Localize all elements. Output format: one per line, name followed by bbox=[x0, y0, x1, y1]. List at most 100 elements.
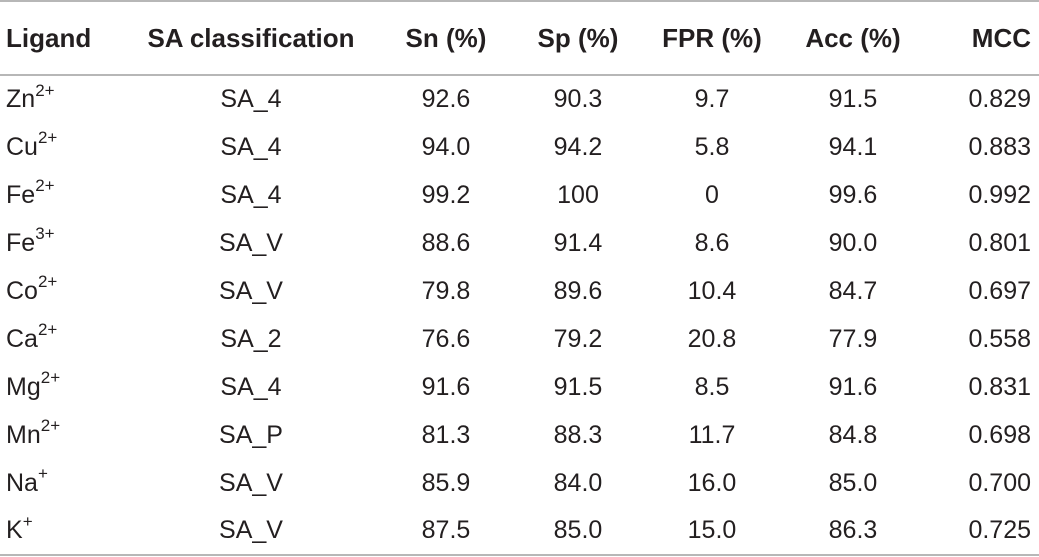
ligand-symbol: Cu bbox=[6, 132, 38, 161]
header-acc: Acc (%) bbox=[805, 22, 901, 53]
header-sp: Sp (%) bbox=[537, 22, 619, 53]
sa-cell: SA_V bbox=[219, 468, 283, 497]
header-fpr: FPR (%) bbox=[662, 22, 762, 53]
ligand-charge: + bbox=[22, 511, 33, 531]
table-row: Cu2+ SA_4 94.0 94.2 5.8 94.1 0.883 bbox=[0, 123, 1039, 171]
fpr-cell: 0 bbox=[705, 180, 719, 209]
fpr-cell: 16.0 bbox=[687, 468, 737, 497]
sp-cell: 88.3 bbox=[553, 420, 603, 449]
sa-cell: SA_P bbox=[219, 420, 283, 449]
ligand-symbol: Mg bbox=[6, 372, 41, 401]
sn-cell: 94.0 bbox=[421, 132, 471, 161]
ligand-cell: Co2+ bbox=[0, 267, 120, 315]
ligand-charge: 2+ bbox=[40, 416, 61, 436]
fpr-cell: 15.0 bbox=[687, 516, 737, 544]
table-row: Mn2+ SA_P 81.3 88.3 11.7 84.8 0.698 bbox=[0, 411, 1039, 459]
ligand-symbol: Ca bbox=[6, 324, 38, 353]
sn-cell: 76.6 bbox=[421, 324, 471, 353]
acc-cell: 90.0 bbox=[828, 228, 878, 257]
table-row: Na+ SA_V 85.9 84.0 16.0 85.0 0.700 bbox=[0, 459, 1039, 507]
mcc-cell: 0.992 bbox=[968, 180, 1031, 209]
mcc-cell: 0.829 bbox=[968, 85, 1031, 113]
sp-cell: 90.3 bbox=[553, 85, 603, 113]
table-row: Mg2+ SA_4 91.6 91.5 8.5 91.6 0.831 bbox=[0, 363, 1039, 411]
sn-cell: 99.2 bbox=[421, 180, 471, 209]
ligand-symbol: Zn bbox=[6, 85, 36, 113]
acc-cell: 86.3 bbox=[828, 516, 878, 544]
fpr-cell: 10.4 bbox=[687, 276, 737, 305]
table-row: Zn2+ SA_4 92.6 90.3 9.7 91.5 0.829 bbox=[0, 75, 1039, 123]
ligand-charge: 2+ bbox=[37, 128, 58, 148]
ligand-cell: Mg2+ bbox=[0, 363, 120, 411]
acc-cell: 91.5 bbox=[828, 85, 878, 113]
header-mcc: MCC bbox=[971, 22, 1031, 53]
mcc-cell: 0.801 bbox=[968, 228, 1031, 257]
ligand-charge: 2+ bbox=[37, 320, 58, 340]
sp-cell: 91.5 bbox=[553, 372, 603, 401]
acc-cell: 99.6 bbox=[828, 180, 878, 209]
sp-cell: 89.6 bbox=[553, 276, 603, 305]
table-row: Co2+ SA_V 79.8 89.6 10.4 84.7 0.697 bbox=[0, 267, 1039, 315]
sp-cell: 79.2 bbox=[553, 324, 603, 353]
table-body: Zn2+ SA_4 92.6 90.3 9.7 91.5 0.829 Cu2+ … bbox=[0, 75, 1039, 555]
sn-cell: 79.8 bbox=[421, 276, 471, 305]
ligand-cell: Na+ bbox=[0, 459, 120, 507]
ligand-cell: Ca2+ bbox=[0, 315, 120, 363]
sa-cell: SA_4 bbox=[220, 132, 282, 161]
ligand-cell: K+ bbox=[0, 507, 120, 555]
table-row: Ca2+ SA_2 76.6 79.2 20.8 77.9 0.558 bbox=[0, 315, 1039, 363]
mcc-cell: 0.697 bbox=[968, 276, 1031, 305]
acc-cell: 84.8 bbox=[828, 420, 878, 449]
ligand-symbol: Fe bbox=[6, 180, 36, 209]
sp-cell: 85.0 bbox=[553, 516, 603, 544]
ligand-charge: 2+ bbox=[35, 176, 55, 196]
sa-cell: SA_V bbox=[219, 228, 283, 257]
sn-cell: 91.6 bbox=[421, 372, 471, 401]
sa-cell: SA_V bbox=[219, 516, 283, 544]
ligand-charge: 2+ bbox=[35, 80, 55, 100]
ligand-symbol: Na bbox=[6, 468, 38, 497]
sa-cell: SA_4 bbox=[220, 85, 282, 113]
ligand-charge: 2+ bbox=[40, 368, 61, 388]
sa-cell: SA_4 bbox=[220, 372, 282, 401]
mcc-cell: 0.698 bbox=[968, 420, 1031, 449]
sa-cell: SA_2 bbox=[220, 324, 282, 353]
ligand-cell: Fe2+ bbox=[0, 171, 120, 219]
mcc-cell: 0.883 bbox=[968, 132, 1031, 161]
ligand-charge: 2+ bbox=[37, 272, 58, 292]
table-row: Fe3+ SA_V 88.6 91.4 8.6 90.0 0.801 bbox=[0, 219, 1039, 267]
header-row: Ligand SA classification Sn (%) Sp (%) F… bbox=[0, 1, 1039, 75]
sp-cell: 100 bbox=[557, 180, 599, 209]
ligand-symbol: K bbox=[6, 516, 23, 544]
header-sa-classification: SA classification bbox=[147, 22, 355, 53]
header-ligand: Ligand bbox=[6, 22, 92, 53]
table-row: Fe2+ SA_4 99.2 100 0 99.6 0.992 bbox=[0, 171, 1039, 219]
ligand-cell: Zn2+ bbox=[0, 75, 120, 123]
sp-cell: 94.2 bbox=[553, 132, 603, 161]
sn-cell: 87.5 bbox=[421, 516, 471, 544]
ligand-symbol: Fe bbox=[6, 228, 36, 257]
fpr-cell: 5.8 bbox=[694, 132, 730, 161]
sp-cell: 84.0 bbox=[553, 468, 603, 497]
sn-cell: 81.3 bbox=[421, 420, 471, 449]
fpr-cell: 9.7 bbox=[694, 85, 730, 113]
mcc-cell: 0.700 bbox=[968, 468, 1031, 497]
acc-cell: 84.7 bbox=[828, 276, 878, 305]
sn-cell: 85.9 bbox=[421, 468, 471, 497]
sn-cell: 88.6 bbox=[421, 228, 471, 257]
acc-cell: 91.6 bbox=[828, 372, 878, 401]
acc-cell: 77.9 bbox=[828, 324, 878, 353]
fpr-cell: 20.8 bbox=[687, 324, 737, 353]
acc-cell: 85.0 bbox=[828, 468, 878, 497]
sn-cell: 92.6 bbox=[421, 85, 471, 113]
acc-cell: 94.1 bbox=[828, 132, 878, 161]
sp-cell: 91.4 bbox=[553, 228, 603, 257]
ligand-cell: Cu2+ bbox=[0, 123, 120, 171]
ligand-charge: 3+ bbox=[35, 224, 55, 244]
ligand-symbol: Co bbox=[6, 276, 38, 305]
mcc-cell: 0.558 bbox=[968, 324, 1031, 353]
fpr-cell: 8.5 bbox=[694, 372, 730, 401]
header-sn: Sn (%) bbox=[405, 22, 487, 53]
ligand-symbol: Mn bbox=[6, 420, 41, 449]
